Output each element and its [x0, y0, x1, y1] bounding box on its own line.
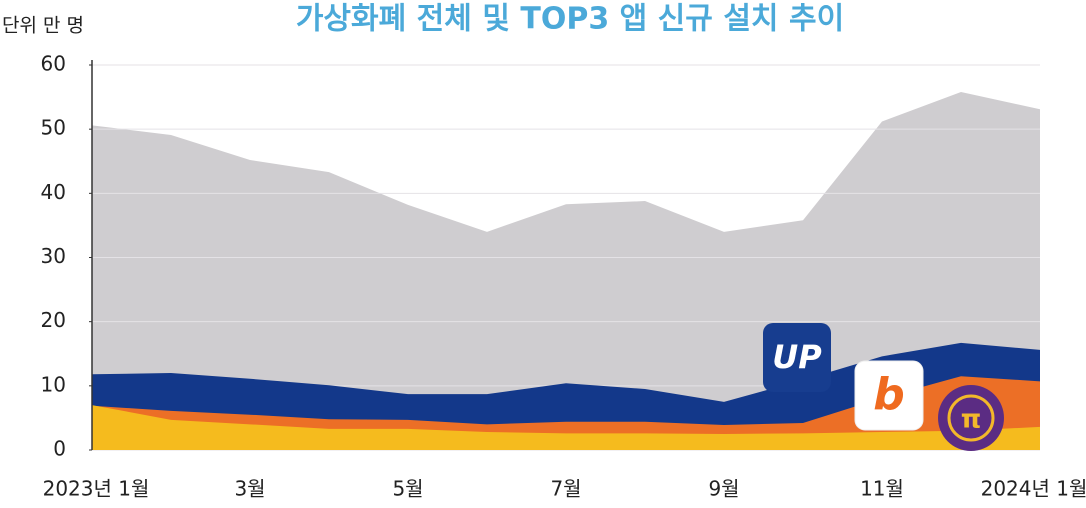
bithumb-logo — [854, 360, 924, 431]
y-tick-label: 40 — [41, 180, 66, 204]
y-tick-label: 20 — [41, 308, 66, 332]
upbit-logo — [763, 323, 831, 392]
y-tick-label: 60 — [41, 52, 66, 76]
x-tick-label: 2023년 1월 — [43, 477, 150, 501]
app-logos: UP b π — [763, 323, 1004, 451]
area — [92, 405, 1040, 450]
upbit-logo-text: UP — [772, 338, 822, 376]
y-tick-label: 30 — [41, 244, 66, 268]
x-tick-label: 7월 — [550, 477, 581, 501]
y-axis-label: 단위 만 명 — [2, 15, 84, 37]
chart-title: 가상화폐 전체 및 TOP3 앱 신규 설치 추이 — [296, 2, 844, 37]
x-tick-label: 11월 — [860, 477, 904, 501]
pi-logo-ring — [947, 394, 995, 442]
bithumb-logo-text: b — [873, 369, 905, 420]
pi-logo-text: π — [961, 405, 982, 435]
plot-area: 0 10 20 30 40 50 60 2023년 1월 3월 5월 7월 9월 11월 2024년 1월 — [41, 52, 1086, 501]
x-tick-label: 2024년 1월 — [981, 477, 1086, 501]
x-tick-label: 9월 — [708, 477, 739, 501]
x-tick-label: 5월 — [392, 477, 423, 501]
x-tick-label: 3월 — [234, 477, 265, 501]
y-tick-label: 50 — [41, 116, 66, 140]
y-tick-label: 10 — [41, 372, 66, 396]
y-tick-label: 0 — [53, 437, 66, 461]
